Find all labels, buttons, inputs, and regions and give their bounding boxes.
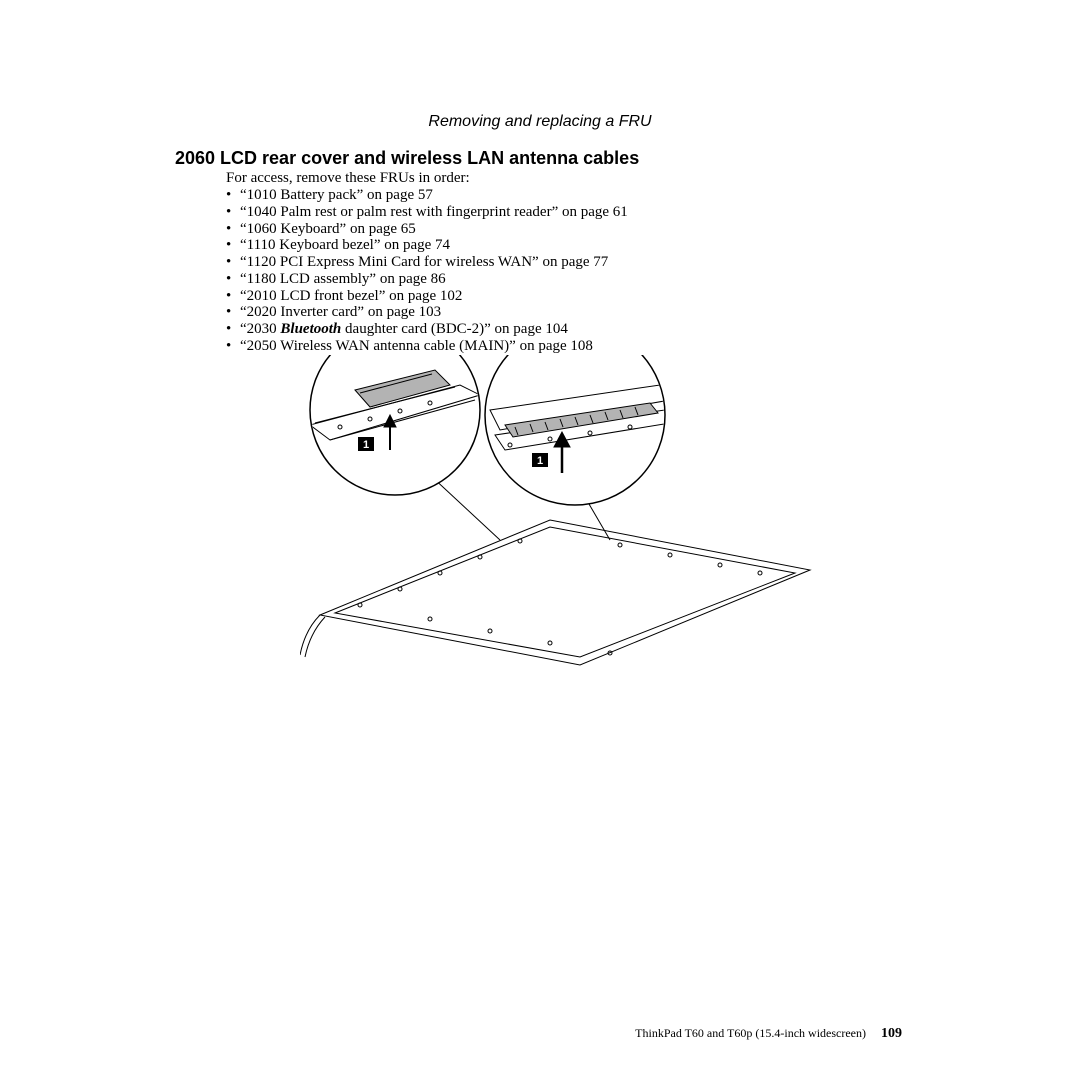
bullet-icon: • [226, 322, 240, 338]
list-item: •“2050 Wireless WAN antenna cable (MAIN)… [226, 339, 628, 355]
bullet-icon: • [226, 222, 240, 238]
bullet-icon: • [226, 188, 240, 204]
list-item-text: “1180 LCD assembly” on page 86 [240, 272, 446, 288]
page: Removing and replacing a FRU 2060 LCD re… [0, 0, 1080, 1080]
list-item-text: “1010 Battery pack” on page 57 [240, 188, 433, 204]
list-item-text: “1060 Keyboard” on page 65 [240, 222, 416, 238]
svg-text:1: 1 [537, 455, 543, 467]
bullet-icon: • [226, 339, 240, 355]
list-item: •“1110 Keyboard bezel” on page 74 [226, 238, 628, 254]
lcd-rear-cover-diagram: 1 [300, 355, 820, 675]
bullet-icon: • [226, 205, 240, 221]
list-item-text: “2050 Wireless WAN antenna cable (MAIN)”… [240, 339, 593, 355]
bullet-icon: • [226, 238, 240, 254]
bullet-icon: • [226, 255, 240, 271]
svg-text:1: 1 [363, 439, 369, 451]
list-item-text: “2030 Bluetooth daughter card (BDC-2)” o… [240, 322, 568, 338]
bullet-icon: • [226, 305, 240, 321]
list-item: •“1060 Keyboard” on page 65 [226, 222, 628, 238]
list-item: •“1180 LCD assembly” on page 86 [226, 272, 628, 288]
list-item: •“1010 Battery pack” on page 57 [226, 188, 628, 204]
list-item-text: “2020 Inverter card” on page 103 [240, 305, 441, 321]
section-title: 2060 LCD rear cover and wireless LAN ant… [175, 148, 639, 169]
page-number: 109 [881, 1026, 902, 1041]
list-item: •“1120 PCI Express Mini Card for wireles… [226, 255, 628, 271]
list-item-text: “1120 PCI Express Mini Card for wireless… [240, 255, 608, 271]
footer-text: ThinkPad T60 and T60p (15.4-inch widescr… [635, 1026, 866, 1040]
list-item: •“2030 Bluetooth daughter card (BDC-2)” … [226, 322, 628, 338]
bullet-icon: • [226, 272, 240, 288]
intro-line: For access, remove these FRUs in order: [226, 170, 470, 187]
fru-bullet-list: •“1010 Battery pack” on page 57 •“1040 P… [226, 188, 628, 356]
page-footer: ThinkPad T60 and T60p (15.4-inch widescr… [635, 1026, 902, 1042]
bullet-icon: • [226, 289, 240, 305]
running-header: Removing and replacing a FRU [0, 113, 1080, 131]
list-item-text: “2010 LCD front bezel” on page 102 [240, 289, 462, 305]
list-item-text: “1040 Palm rest or palm rest with finger… [240, 205, 628, 221]
list-item: •“2020 Inverter card” on page 103 [226, 305, 628, 321]
list-item: •“1040 Palm rest or palm rest with finge… [226, 205, 628, 221]
list-item: •“2010 LCD front bezel” on page 102 [226, 289, 628, 305]
list-item-text: “1110 Keyboard bezel” on page 74 [240, 238, 450, 254]
